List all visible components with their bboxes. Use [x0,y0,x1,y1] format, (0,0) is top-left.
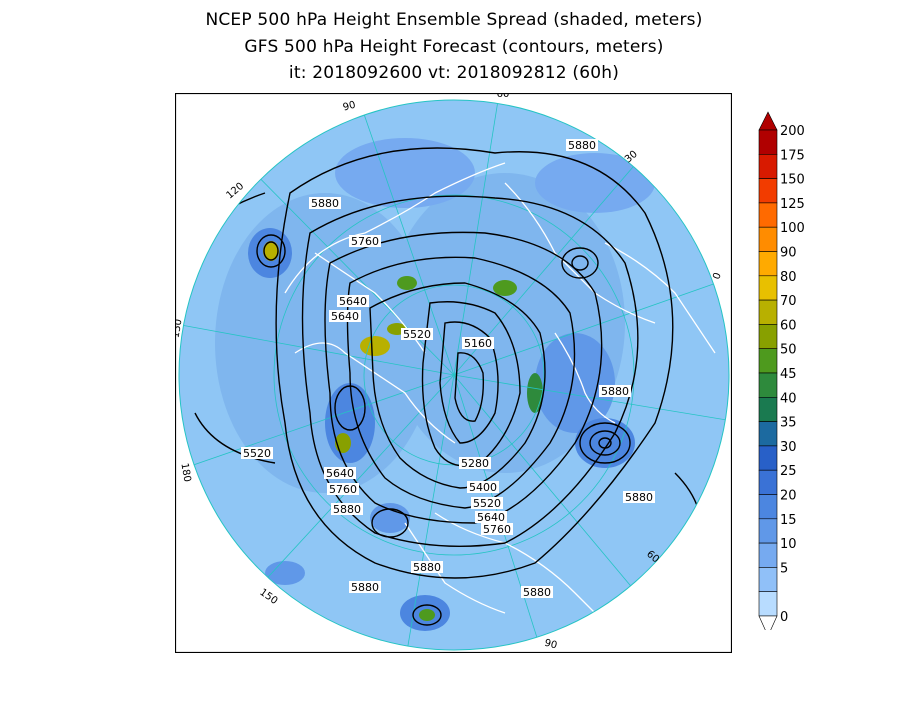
longitude-label: 180 [178,462,192,483]
contour-label: 5760 [329,483,357,496]
colorbar-box [758,445,778,471]
colorbar-label: 50 [780,343,797,358]
contour-label: 5880 [568,139,596,152]
colorbar-box [758,251,778,277]
colorbar-box [758,226,778,252]
colorbar-box [758,153,778,179]
colorbar-label: 70 [780,294,797,309]
colorbar-label: 5 [780,561,788,576]
colorbar-box [758,275,778,301]
contour-label: 5520 [403,328,431,341]
colorbar-label: 45 [780,367,797,382]
contour-label: 5760 [351,235,379,248]
contour-label: 5880 [333,503,361,516]
colorbar-box [758,202,778,228]
colorbar-label: 60 [780,318,797,333]
longitude-label: 90 [543,638,558,652]
contour-labels: 5880588057605640564055205160588052805400… [241,139,655,599]
colorbar-label: 100 [780,221,805,236]
colorbar-label: 80 [780,270,797,285]
contour-label-bg [349,581,381,593]
colorbar-box [758,518,778,544]
colorbar-box [758,324,778,349]
contour-label: 5280 [461,457,489,470]
contour-label-bg [324,467,356,479]
colorbar-box [758,348,778,374]
coastlines [284,162,716,634]
contour-label: 5880 [625,491,653,504]
colorbar-label: 30 [780,440,797,455]
contour-label-bg [471,497,503,509]
contour-label-bg [459,457,491,469]
colorbar-label: 40 [780,391,797,406]
longitude-label: 150 [175,318,185,339]
colorbar: 2001751501251009080706050454035302520151… [758,111,805,630]
longitude-label: 120 [395,651,414,653]
contour-label: 5640 [331,310,359,323]
title-line-1: NCEP 500 hPa Height Ensemble Spread (sha… [205,10,703,30]
colorbar-box [758,494,778,520]
title-line-3: it: 2018092600 vt: 2018092812 (60h) [288,63,620,83]
colorbar-label: 35 [780,416,797,431]
title-line-2: GFS 500 hPa Height Forecast (contours, m… [244,37,664,57]
contour-label: 5520 [473,497,501,510]
colorbar-label: 150 [780,173,805,188]
colorbar-box [758,129,778,155]
colorbar-label: 175 [780,148,805,163]
contour-label-bg [411,561,443,573]
contour-label-bg [521,586,553,598]
map-outline [178,99,730,651]
colorbar-label: 20 [780,489,797,504]
contour-label: 5880 [351,581,379,594]
colorbar-bottom-triangle [758,615,778,630]
colorbar-label: 0 [780,610,788,625]
longitude-label: 60 [497,93,510,100]
colorbar-box [758,421,778,447]
contour-label-bg [329,310,361,322]
contour-label-bg [475,511,507,523]
contour-label: 5640 [477,511,505,524]
colorbar-box [758,178,778,204]
contour-label-bg [467,481,499,493]
colorbar-label: 25 [780,464,797,479]
colorbar-box [758,396,778,422]
longitude-label: 90 [342,100,357,114]
contour-label-bg [481,523,513,535]
colorbar-label: 200 [780,124,805,139]
contour-label-bg [309,197,341,209]
colorbar-box [758,542,778,568]
contour-label: 5880 [523,586,551,599]
contour-label: 5520 [243,447,271,460]
colorbar-label: 125 [780,197,805,212]
contour-label-bg [599,385,631,397]
contour-label-bg [337,295,369,307]
contour-label-bg [327,483,359,495]
longitude-label: 0 [711,271,724,281]
contour-label: 5880 [413,561,441,574]
contour-label-bg [401,328,433,340]
colorbar-label: 90 [780,246,797,261]
colorbar-label: 15 [780,513,797,528]
contour-label: 5880 [601,385,629,398]
contour-label-bg [349,235,381,247]
contour-label-bg [462,337,494,349]
contour-label-bg [623,491,655,503]
contour-label: 5640 [339,295,367,308]
contour-label: 5160 [464,337,492,350]
contour-label: 5760 [483,523,511,536]
contour-label-bg [566,139,598,151]
colorbar-box [758,372,778,398]
colorbar-box [758,591,778,617]
colorbar-top-triangle [758,111,778,131]
contour-label-bg [331,503,363,515]
contour-label: 5640 [326,467,354,480]
contour-label: 5400 [469,481,497,494]
colorbar-box [758,567,778,592]
contour-label-bg [241,447,273,459]
colorbar-label: 10 [780,537,797,552]
colorbar-box [758,469,778,495]
polar-map: 5880588057605640564055205160588052805400… [175,93,732,653]
contour-label: 5880 [311,197,339,210]
colorbar-box [758,299,778,325]
